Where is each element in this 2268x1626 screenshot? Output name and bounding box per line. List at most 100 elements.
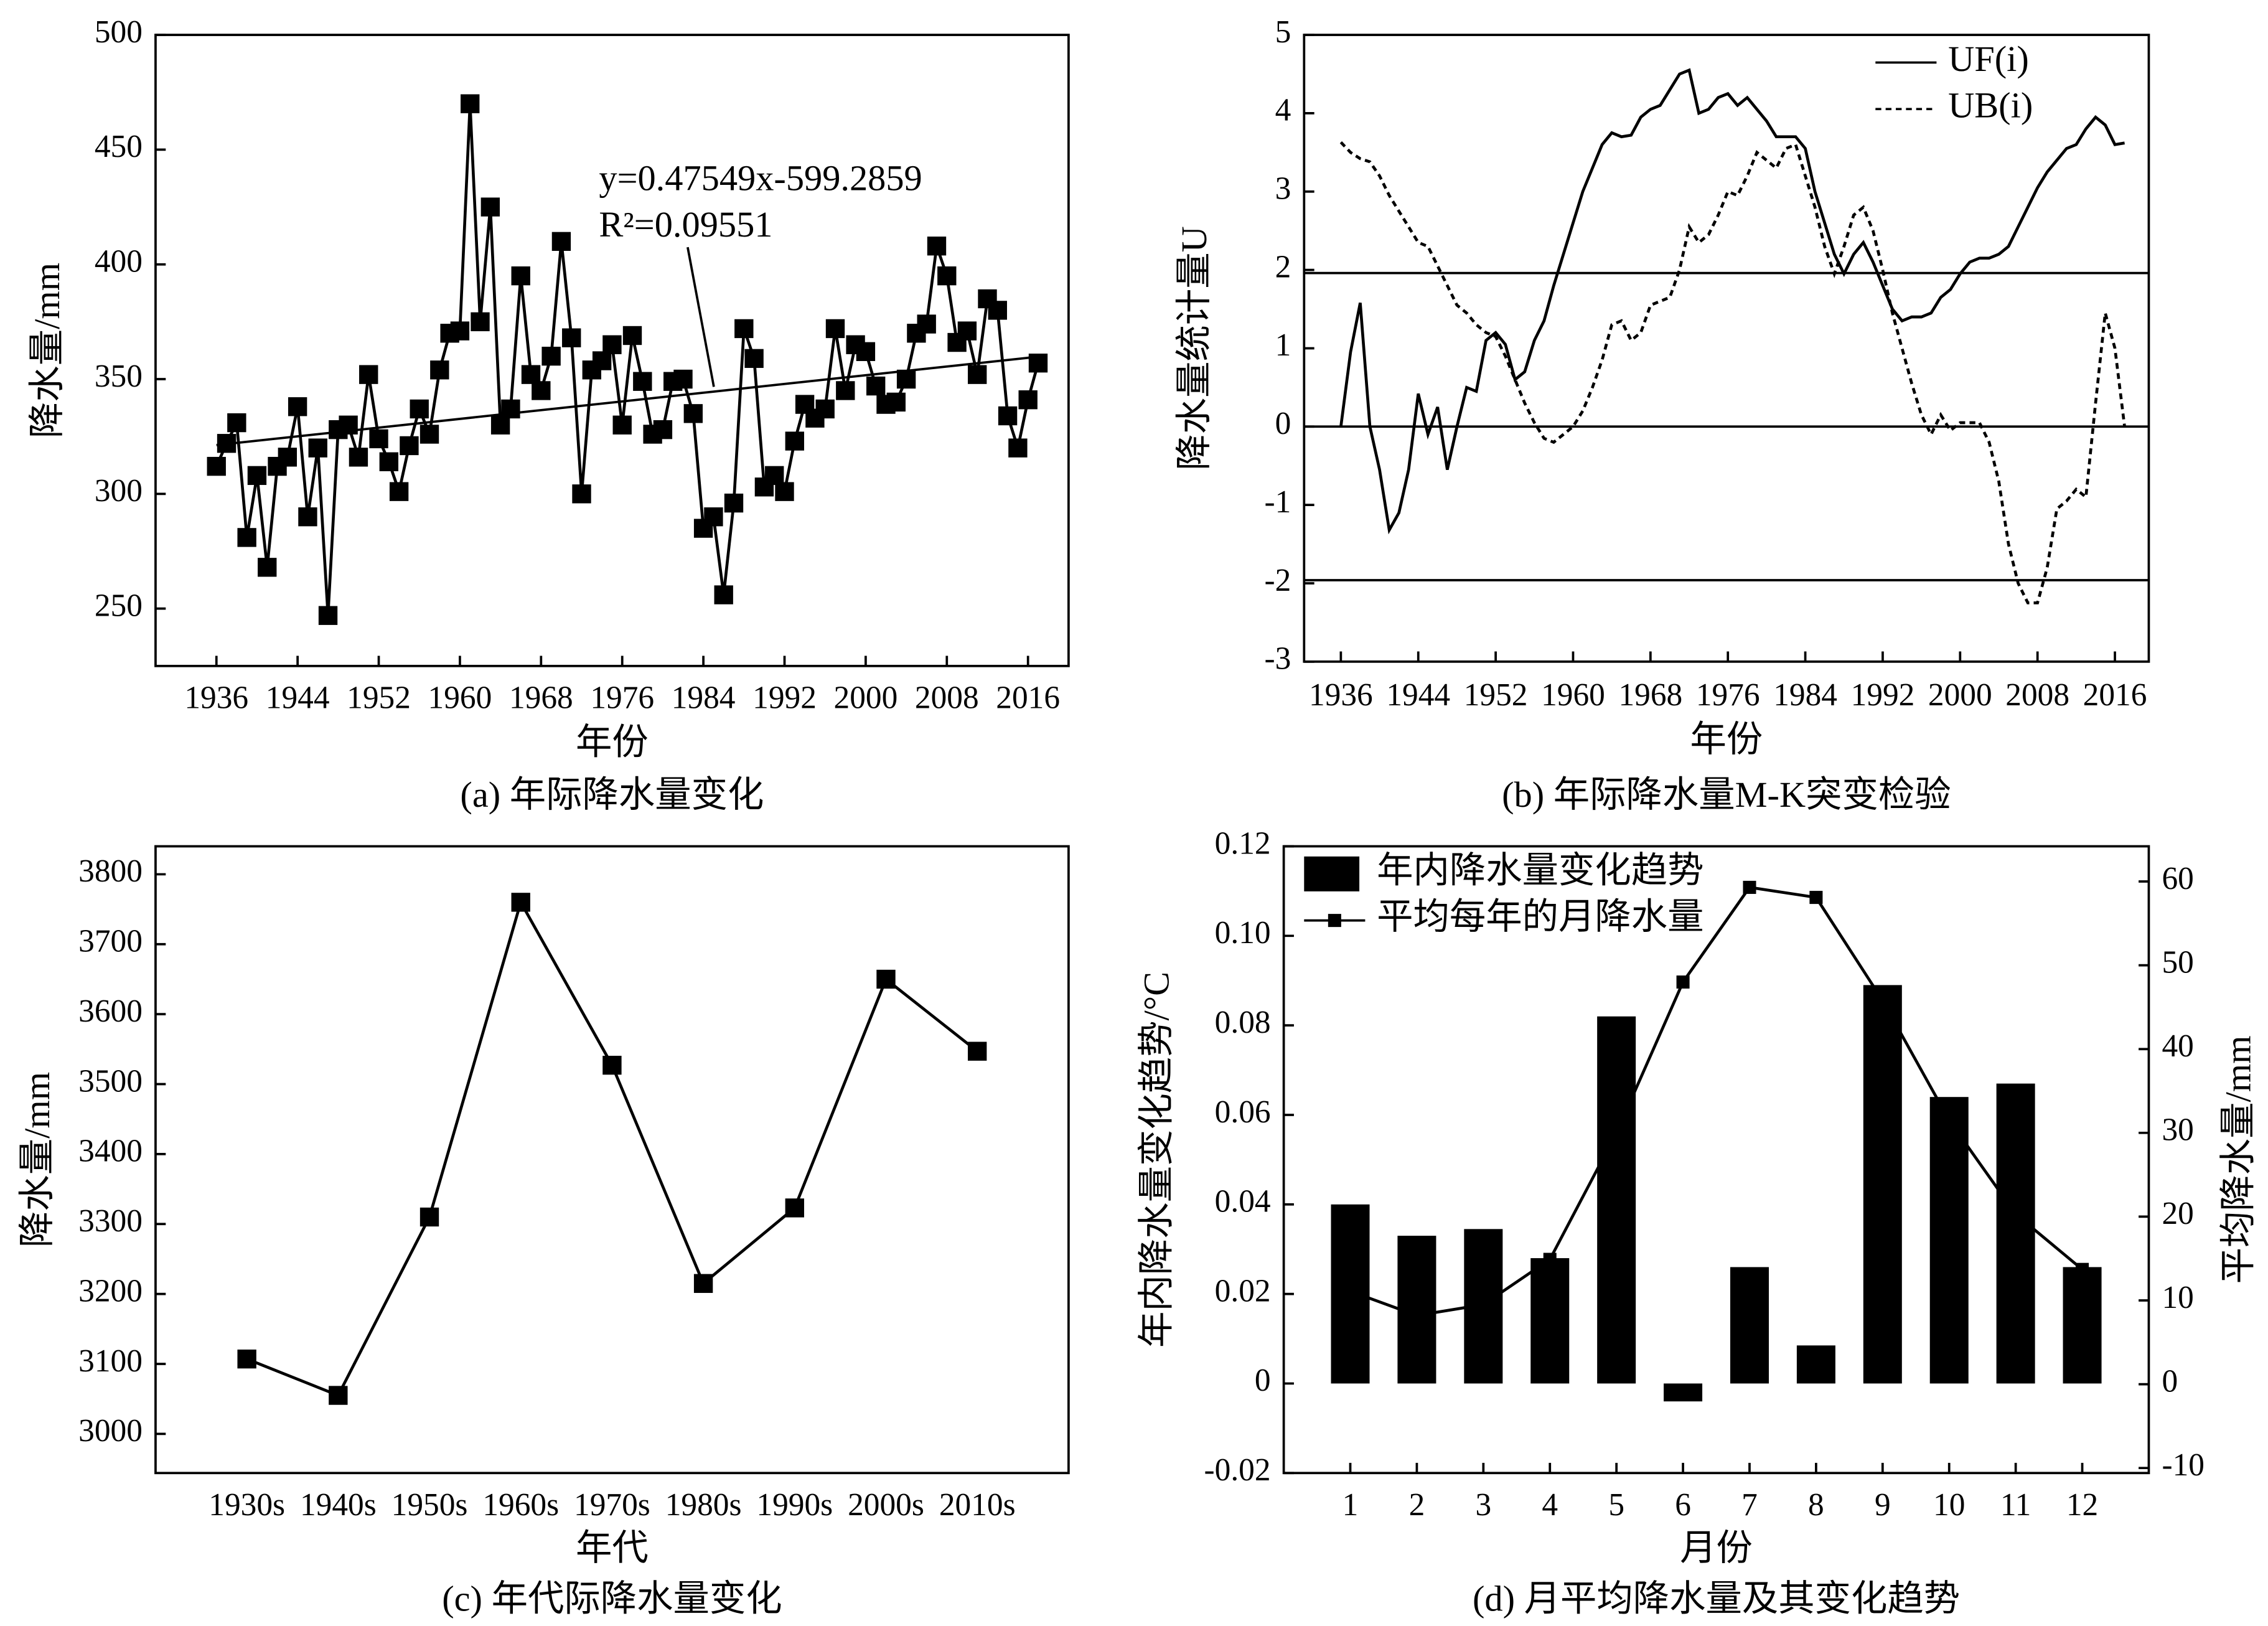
bar	[1929, 1097, 1969, 1384]
x-tick-label: 2000	[1928, 677, 1992, 713]
legend-marker	[1328, 914, 1341, 928]
marker	[825, 319, 845, 339]
x-tick-label: 5	[1608, 1487, 1624, 1523]
y-tick-label: -0.02	[1204, 1452, 1271, 1488]
marker	[532, 381, 551, 400]
bar	[1863, 985, 1902, 1384]
x-tick-label: 1960s	[482, 1487, 559, 1523]
y-tick-label: 0.04	[1215, 1184, 1271, 1220]
marker	[856, 342, 876, 361]
x-tick-label: 3	[1475, 1487, 1491, 1523]
y-tick-label: 3400	[78, 1134, 143, 1169]
marker	[379, 452, 399, 471]
legend-label: 年内降水量变化趋势	[1377, 850, 1703, 890]
marker	[927, 237, 947, 256]
y2-tick-label: 30	[2162, 1112, 2193, 1148]
data-line	[246, 898, 978, 1398]
bar	[1530, 1258, 1570, 1384]
y2-tick-label: 60	[2162, 861, 2193, 896]
x-tick-label: 2000	[834, 680, 898, 716]
x-tick-label: 1944	[266, 680, 330, 716]
y2-tick-label: 10	[2162, 1280, 2193, 1315]
marker	[998, 406, 1018, 426]
x-axis-title: 年代	[576, 1528, 649, 1568]
marker	[490, 415, 510, 435]
x-tick-label: 1952	[347, 680, 411, 716]
x-tick-label: 2008	[915, 680, 979, 716]
bar	[1730, 1267, 1769, 1384]
y-tick-label: 0.02	[1215, 1273, 1271, 1309]
y-tick-label: 300	[95, 473, 143, 509]
marker	[237, 1349, 256, 1369]
y-tick-label: -3	[1264, 641, 1291, 677]
y-tick-label: 0	[1275, 406, 1291, 441]
marker	[430, 360, 449, 380]
bar	[1996, 1083, 2035, 1384]
marker	[734, 319, 754, 339]
marker	[785, 431, 804, 451]
marker	[1809, 891, 1823, 905]
x-tick-label: 4	[1542, 1487, 1558, 1523]
y-tick-label: 3600	[78, 994, 143, 1029]
y-tick-label: 3	[1275, 171, 1291, 207]
marker	[1942, 1114, 1956, 1127]
marker	[968, 1041, 987, 1061]
data-line	[215, 103, 1040, 616]
x-tick-label: 1936	[1309, 677, 1373, 713]
x-axis-title: 年份	[576, 722, 649, 763]
marker	[237, 528, 256, 547]
marker	[886, 392, 906, 412]
marker	[389, 482, 409, 501]
data-line	[1339, 68, 2125, 535]
marker	[633, 372, 652, 391]
x-tick-label: 6	[1675, 1487, 1691, 1523]
caption: (d) 月平均降水量及其变化趋势	[1473, 1579, 1960, 1619]
y-axis-title: 年内降水量变化趋势/°C	[1136, 972, 1176, 1348]
marker	[917, 314, 936, 334]
marker	[572, 484, 591, 504]
y-axis-title: 降水量/mm	[17, 1072, 57, 1248]
x-tick-label: 1930s	[209, 1487, 285, 1523]
plot-frame	[1282, 845, 2150, 1475]
x-tick-label: 2008	[2005, 677, 2069, 713]
marker	[551, 232, 571, 251]
x-tick-label: 1984	[1773, 677, 1837, 713]
legend-label: UF(i)	[1948, 39, 2029, 79]
y2-tick-label: 0	[2162, 1363, 2178, 1399]
y-tick-label: 0.06	[1215, 1094, 1271, 1130]
bar	[2063, 1267, 2102, 1384]
bar	[1597, 1016, 1636, 1384]
trend-line	[216, 355, 1039, 446]
x-tick-label: 10	[1933, 1487, 1965, 1523]
marker	[1876, 994, 1890, 1007]
x-tick-label: 1	[1343, 1487, 1359, 1523]
marker	[450, 321, 470, 341]
y2-tick-label: 40	[2162, 1028, 2193, 1064]
marker	[1018, 390, 1038, 410]
y-axis-title: 降水量/mm	[27, 263, 67, 438]
marker	[704, 507, 723, 527]
caption: (a) 年际降水量变化	[460, 774, 764, 815]
marker	[278, 448, 298, 467]
marker	[349, 448, 368, 467]
plot-frame	[1303, 34, 2150, 663]
x-tick-label: 1990s	[756, 1487, 833, 1523]
y-tick-label: -2	[1264, 563, 1291, 598]
legend-label: UB(i)	[1948, 85, 2033, 126]
marker	[329, 1386, 348, 1405]
marker	[876, 969, 896, 989]
y-tick-label: 3500	[78, 1063, 143, 1099]
marker	[308, 438, 327, 458]
marker	[1743, 880, 1756, 894]
y2-axis-title: 平均降水量/mm	[2218, 1035, 2258, 1284]
x-axis-title: 月份	[1680, 1528, 1753, 1568]
x-tick-label: 1960	[1541, 677, 1605, 713]
x-tick-label: 1944	[1386, 677, 1450, 713]
x-tick-label: 1936	[184, 680, 248, 716]
y-tick-label: 0.08	[1215, 1005, 1271, 1040]
y-tick-label: 3700	[78, 924, 143, 959]
marker	[2076, 1262, 2089, 1276]
marker	[359, 365, 378, 384]
y-tick-label: -1	[1264, 484, 1291, 520]
x-tick-label: 1940s	[300, 1487, 377, 1523]
